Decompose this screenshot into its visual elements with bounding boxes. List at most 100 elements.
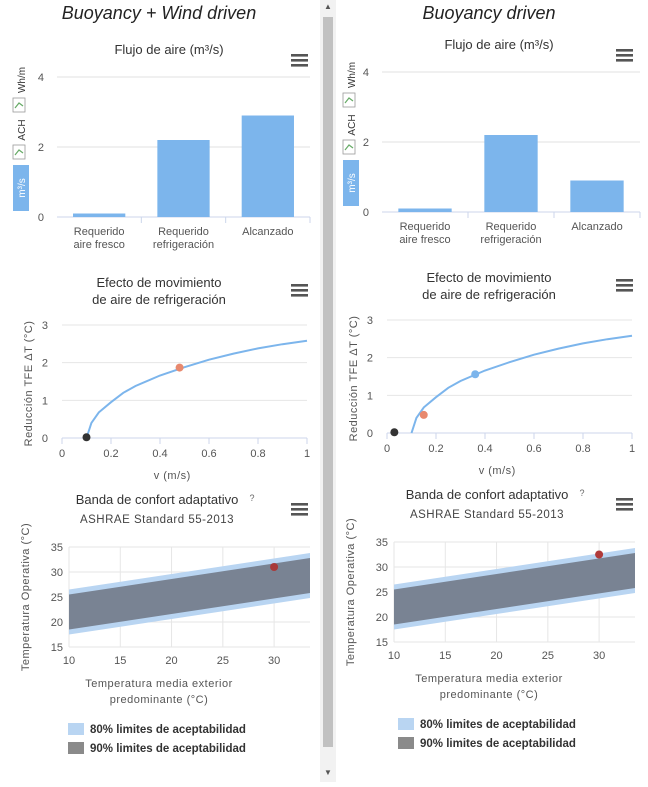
unit-button-ach[interactable]: ACH bbox=[12, 119, 28, 160]
scroll-up-arrow-icon[interactable]: ▲ bbox=[324, 2, 332, 11]
airflow-bar[interactable] bbox=[73, 213, 126, 218]
menu-icon-bar bbox=[291, 508, 308, 511]
comfort-data-point[interactable] bbox=[270, 563, 279, 571]
airflow-bar[interactable] bbox=[157, 140, 210, 217]
unit-button-m3s[interactable]: m³/s bbox=[343, 160, 359, 206]
comfort-data-point[interactable] bbox=[595, 550, 604, 559]
unit-button-whm[interactable]: Wh/m bbox=[342, 62, 358, 108]
legend-swatch bbox=[68, 742, 84, 754]
comfort-x-tick-label: 30 bbox=[268, 655, 280, 667]
file-icon-mark bbox=[14, 149, 24, 156]
movement-x-tick-label: 0.6 bbox=[526, 443, 541, 455]
file-icon-mark bbox=[14, 102, 24, 109]
menu-icon[interactable] bbox=[616, 49, 633, 62]
menu-icon[interactable] bbox=[291, 54, 308, 67]
comfort-x-axis-title: Temperatura media exterior bbox=[415, 673, 563, 685]
airflow-y-tick-label: 0 bbox=[38, 212, 44, 224]
movement-data-point[interactable] bbox=[471, 370, 480, 379]
movement-x-tick-label: 0.2 bbox=[103, 448, 118, 460]
movement-data-point[interactable] bbox=[390, 428, 399, 437]
movement-data-point[interactable] bbox=[419, 410, 428, 419]
airflow-bar[interactable] bbox=[570, 180, 624, 213]
scrollbar-thumb[interactable] bbox=[323, 17, 333, 747]
comfort-y-tick-label: 25 bbox=[376, 587, 388, 599]
menu-icon-bar bbox=[291, 284, 308, 287]
unit-button-label: m³/s bbox=[17, 178, 28, 197]
comfort-y-tick-label: 25 bbox=[51, 592, 63, 604]
comfort-y-axis-title: Temperatura Operativa (°C) bbox=[20, 523, 32, 671]
legend-item[interactable]: 80% limites de aceptabilidad bbox=[68, 723, 246, 736]
menu-icon-bar bbox=[616, 59, 633, 62]
menu-icon[interactable] bbox=[291, 284, 308, 297]
legend-swatch bbox=[398, 737, 414, 749]
comfort-x-axis-title: Temperatura media exterior bbox=[85, 678, 233, 690]
comfort-x-tick-label: 20 bbox=[165, 655, 177, 667]
movement-y-tick-label: 1 bbox=[367, 390, 373, 402]
movement-x-tick-label: 1 bbox=[629, 443, 635, 455]
airflow-bar[interactable] bbox=[484, 135, 538, 212]
unit-button-bg bbox=[13, 165, 29, 211]
menu-icon-bar bbox=[291, 59, 308, 62]
vertical-scrollbar[interactable]: ▲ ▼ bbox=[320, 0, 336, 782]
comfort-y-tick-label: 20 bbox=[51, 617, 63, 629]
panel-title: Buoyancy driven bbox=[422, 3, 556, 23]
menu-icon-bar bbox=[291, 289, 308, 292]
menu-icon-bar bbox=[291, 54, 308, 57]
comfort-y-tick-label: 30 bbox=[51, 567, 63, 579]
movement-data-point[interactable] bbox=[175, 363, 184, 372]
unit-button-ach[interactable]: ACH bbox=[342, 114, 358, 155]
airflow-category-label: refrigeración bbox=[153, 239, 214, 251]
comfort-x-tick-label: 25 bbox=[217, 655, 229, 667]
menu-icon-bar bbox=[616, 289, 633, 292]
movement-data-point[interactable] bbox=[82, 433, 91, 442]
unit-button-whm[interactable]: Wh/m bbox=[12, 67, 28, 113]
movement-x-tick-label: 0.4 bbox=[477, 443, 492, 455]
menu-icon-bar bbox=[291, 513, 308, 516]
unit-button-m3s[interactable]: m³/s bbox=[13, 165, 29, 211]
unit-button-label: Wh/m bbox=[347, 62, 358, 88]
comfort-y-tick-label: 30 bbox=[376, 562, 388, 574]
menu-icon-bar bbox=[616, 503, 633, 506]
movement-y-tick-label: 3 bbox=[42, 320, 48, 332]
comfort-chart-subtitle: ASHRAE Standard 55-2013 bbox=[80, 514, 234, 526]
airflow-y-tick-label: 0 bbox=[363, 207, 369, 219]
airflow-bar[interactable] bbox=[398, 208, 452, 213]
movement-curve bbox=[410, 334, 633, 434]
legend-item[interactable]: 90% limites de aceptabilidad bbox=[398, 737, 576, 750]
menu-icon[interactable] bbox=[616, 498, 633, 511]
comfort-x-tick-label: 20 bbox=[490, 650, 502, 662]
legend-label: 80% limites de aceptabilidad bbox=[90, 724, 246, 736]
movement-y-tick-label: 2 bbox=[367, 353, 373, 365]
file-icon bbox=[12, 144, 26, 160]
legend-swatch bbox=[68, 723, 84, 735]
movement-y-axis-title: Reducción TFE ΔT (°C) bbox=[348, 316, 360, 442]
comfort-chart-title: Banda de confort adaptativo bbox=[76, 492, 239, 507]
movement-y-tick-label: 1 bbox=[42, 395, 48, 407]
legend-item[interactable]: 90% limites de aceptabilidad bbox=[68, 742, 246, 755]
help-icon[interactable]: ? bbox=[579, 488, 584, 498]
comfort-y-tick-label: 35 bbox=[376, 537, 388, 549]
legend-item[interactable]: 80% limites de aceptabilidad bbox=[398, 718, 576, 731]
airflow-y-tick-label: 4 bbox=[363, 67, 369, 79]
menu-icon[interactable] bbox=[291, 503, 308, 516]
panel-buoyancy-wind: Buoyancy + Wind driven Flujo de aire (m³… bbox=[0, 0, 318, 782]
movement-chart-title: Efecto de movimiento bbox=[426, 270, 551, 285]
comfort-chart-title: Banda de confort adaptativo bbox=[406, 487, 569, 502]
movement-x-tick-label: 0 bbox=[59, 448, 65, 460]
menu-icon-bar bbox=[616, 54, 633, 57]
unit-button-label: Wh/m bbox=[17, 67, 28, 93]
scroll-down-arrow-icon[interactable]: ▼ bbox=[324, 768, 332, 777]
menu-icon-bar bbox=[616, 508, 633, 511]
menu-icon[interactable] bbox=[616, 279, 633, 292]
comfort-y-axis-title: Temperatura Operativa (°C) bbox=[345, 518, 357, 666]
menu-icon-bar bbox=[616, 284, 633, 287]
help-icon[interactable]: ? bbox=[249, 493, 254, 503]
movement-x-tick-label: 0.6 bbox=[201, 448, 216, 460]
legend-label: 80% limites de aceptabilidad bbox=[420, 719, 576, 731]
comfort-y-tick-label: 35 bbox=[51, 542, 63, 554]
file-icon-mark bbox=[344, 144, 354, 151]
movement-x-tick-label: 0.4 bbox=[152, 448, 167, 460]
airflow-bar[interactable] bbox=[241, 115, 294, 218]
movement-y-axis-title: Reducción TFE ΔT (°C) bbox=[23, 321, 35, 447]
comfort-x-tick-label: 10 bbox=[63, 655, 75, 667]
